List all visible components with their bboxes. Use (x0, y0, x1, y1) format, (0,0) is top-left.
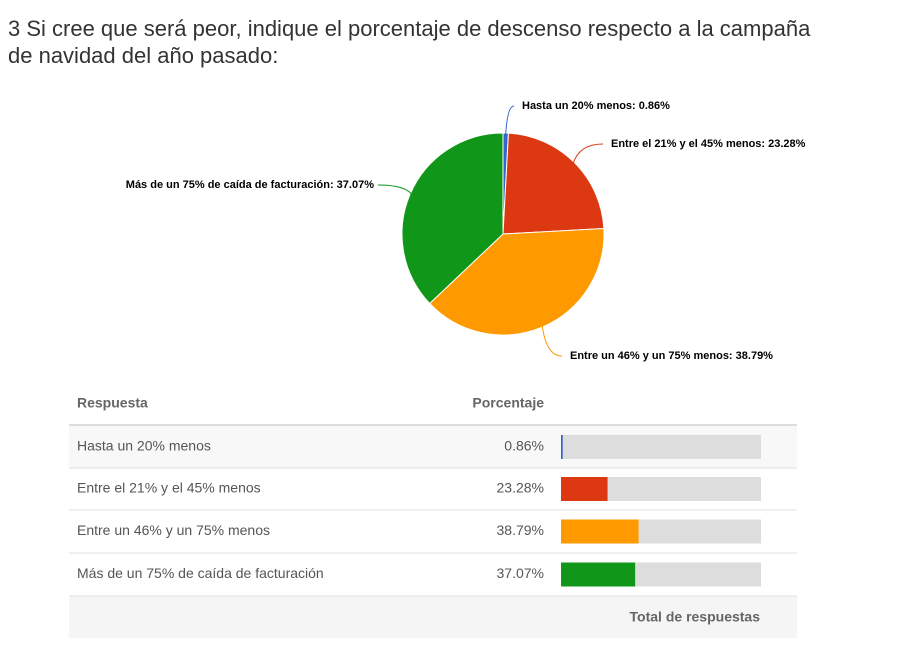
slice-label: Más de un 75% de caída de facturación: 3… (126, 179, 374, 191)
table-footer (69, 596, 797, 638)
title: 3 Si cree que será peor, indique el porc… (8, 16, 811, 41)
subtitle: de navidad del año pasado: (8, 43, 278, 68)
bar (561, 562, 636, 587)
bar-track (561, 435, 761, 459)
category-cell: Hasta un 20% menos (77, 438, 211, 454)
header-cell: Porcentaje (472, 395, 544, 411)
bar (561, 519, 639, 544)
value-cell: 37.07% (497, 565, 544, 581)
footer-cell: Total de respuestas (630, 609, 761, 625)
leader-line (541, 324, 563, 357)
slice-label: Hasta un 20% menos: 0.86% (522, 100, 670, 112)
value-cell: 23.28% (497, 480, 544, 496)
leader-line (572, 143, 604, 165)
category-cell: Entre un 46% y un 75% menos (77, 522, 270, 538)
pie-slice (428, 228, 605, 336)
header-cell: Respuesta (77, 395, 148, 411)
bar (561, 435, 563, 459)
category-cell: Más de un 75% de caída de facturación (77, 565, 324, 581)
table-header (69, 383, 797, 425)
slice-label: Entre un 46% y un 75% menos: 38.79% (570, 350, 773, 362)
leader-line (505, 105, 515, 136)
category-cell: Entre el 21% y el 45% menos (77, 480, 261, 496)
value-cell: 0.86% (504, 438, 544, 454)
value-cell: 38.79% (497, 522, 544, 538)
pie-slice (401, 132, 504, 305)
bar (561, 477, 608, 501)
leader-line (377, 184, 413, 196)
slice-label: Entre el 21% y el 45% menos: 23.28% (611, 138, 806, 150)
pie-slice (502, 132, 605, 235)
